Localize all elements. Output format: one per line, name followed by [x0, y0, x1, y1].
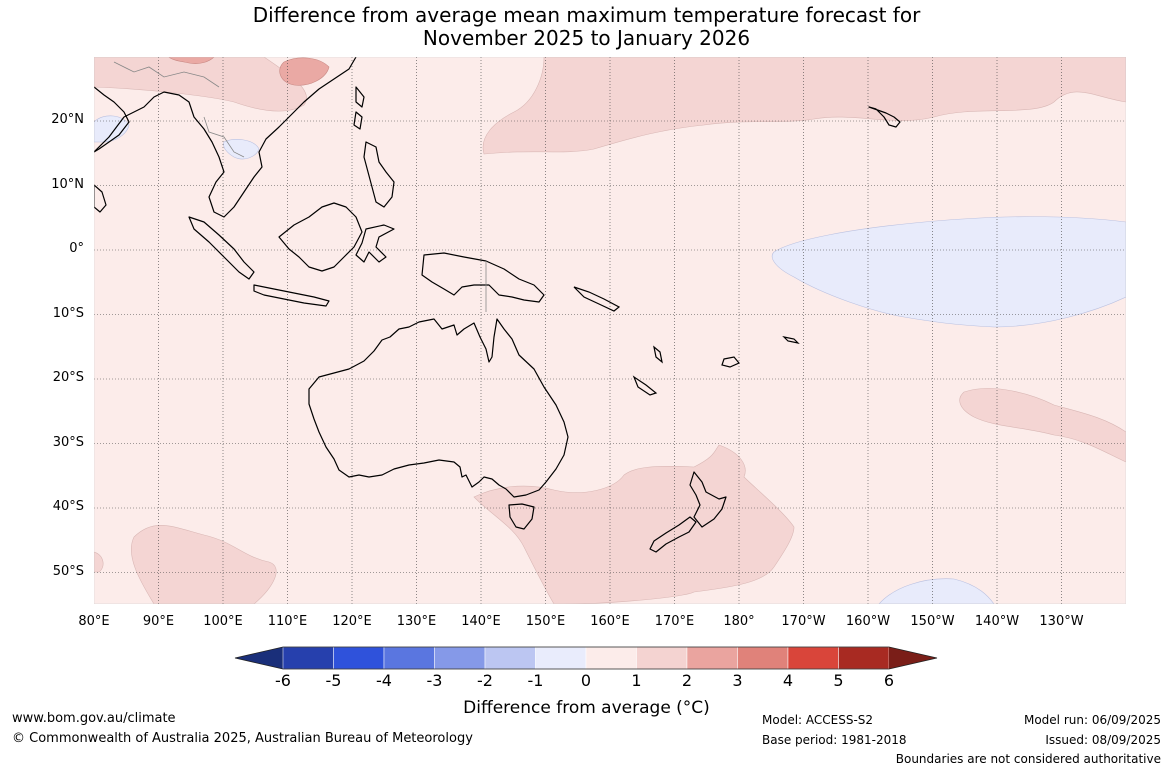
anomaly-neg1-to-0-areas	[94, 115, 1126, 604]
vanuatu-coastline	[653, 345, 663, 364]
colorbar-segment	[434, 646, 486, 670]
india-coastline	[94, 86, 130, 153]
lon-label: 160°W	[845, 614, 891, 629]
new-zealand-north-coastline	[689, 471, 727, 528]
lat-label: 30°S	[52, 435, 84, 450]
borneo-coastline	[278, 202, 363, 272]
philippines-coastline	[363, 141, 395, 208]
lat-label: 10°S	[52, 306, 84, 321]
new-guinea-coastline	[421, 252, 545, 303]
colorbar-segment	[383, 646, 435, 670]
colorbar-tick: -5	[325, 671, 342, 690]
colorbar-segment	[484, 646, 536, 670]
tasmania-coastline	[508, 503, 535, 530]
lon-label: 110°E	[267, 614, 308, 629]
graticule	[94, 57, 1126, 604]
fiji-coastline	[721, 356, 740, 368]
colorbar-arrow-low	[235, 647, 283, 669]
forecast-map	[94, 57, 1126, 604]
colorbar-tick: 0	[580, 671, 592, 690]
colorbar-segment	[585, 646, 637, 670]
new-zealand-south-coastline	[649, 516, 697, 553]
lon-label: 150°E	[525, 614, 566, 629]
lon-label: 160°E	[590, 614, 630, 629]
colorbar-segment	[535, 646, 587, 670]
lat-label: 0°	[69, 241, 84, 256]
java-coastline	[253, 284, 330, 307]
hawaii-coastline	[868, 106, 901, 128]
lon-label: 170°E	[654, 614, 695, 629]
lon-label: 140°W	[974, 614, 1020, 629]
lon-label: 140°E	[461, 614, 501, 629]
colorbar-outline	[234, 646, 938, 670]
colorbar-tick: -1	[527, 671, 544, 690]
lon-label: 130°E	[396, 614, 437, 629]
colorbar-tick: 3	[732, 671, 743, 690]
anomaly-1-to-2-areas	[94, 57, 1126, 604]
colorbar-tick: 2	[681, 671, 693, 690]
sri-lanka-coastline	[94, 184, 107, 213]
lat-label: 40°S	[52, 499, 84, 514]
colorbar-tick: -2	[477, 671, 493, 690]
footer-disclaimer: Boundaries are not considered authoritat…	[895, 752, 1161, 766]
colorbar-tick: 5	[833, 671, 844, 690]
japan-coastline	[355, 86, 365, 108]
colorbar-arrow-high	[889, 647, 937, 669]
title-line-1: Difference from average mean maximum tem…	[252, 3, 921, 27]
lon-label: 180°	[723, 614, 755, 629]
footer-model-run: Model run: 06/09/2025	[1023, 713, 1161, 727]
colorbar-tick: 4	[782, 671, 794, 690]
lon-label: 130°W	[1039, 614, 1084, 629]
lon-label: 80°E	[78, 614, 110, 629]
footer-url: www.bom.gov.au/climate	[12, 711, 176, 726]
sulawesi-coastline	[355, 224, 395, 263]
lat-label: 10°N	[51, 177, 84, 192]
lat-label: 50°S	[52, 564, 84, 579]
footer-model: Model: ACCESS-S2	[762, 713, 874, 727]
colorbar-tick: -6	[275, 671, 291, 690]
chart-title: Difference from average mean maximum tem…	[0, 4, 1173, 50]
colorbar-label: Difference from average (°C)	[463, 698, 710, 718]
lon-label: 90°E	[142, 614, 175, 629]
lat-label: 20°S	[52, 370, 84, 385]
pacific-islands	[573, 286, 800, 396]
colorbar-segment	[333, 646, 385, 670]
sumatra-coastline	[188, 216, 255, 280]
footer-base-period: Base period: 1981-2018	[762, 733, 907, 747]
footer-copyright: © Commonwealth of Australia 2025, Austra…	[12, 731, 473, 746]
colorbar-segment	[636, 646, 688, 670]
australia-coastline	[308, 318, 569, 498]
lon-label: 100°E	[203, 614, 243, 629]
colorbar-tick: 1	[631, 671, 642, 690]
colorbar-tick: -4	[376, 671, 392, 690]
lon-label: 120°E	[332, 614, 372, 629]
footer-issued: Issued: 08/09/2025	[1045, 733, 1161, 747]
colorbar-segment	[686, 646, 738, 670]
colorbar-segment	[282, 646, 334, 670]
country-borders	[113, 61, 487, 312]
coastlines	[94, 57, 901, 553]
samoa-coastline	[782, 336, 800, 344]
colorbar-segment	[737, 646, 789, 670]
mainland-asia-coastline	[94, 57, 357, 218]
anomaly-2-to-3-areas	[168, 57, 330, 86]
lon-label: 170°W	[781, 614, 826, 629]
title-line-2: November 2025 to January 2026	[422, 26, 751, 50]
taiwan-coastline	[353, 111, 363, 130]
colorbar-tick: -3	[426, 671, 443, 690]
colorbar-segment	[838, 646, 890, 670]
solomon-islands-coastline	[573, 286, 621, 312]
colorbar-segment	[787, 646, 839, 670]
colorbar-tick: 6	[883, 671, 895, 690]
lon-label: 150°W	[910, 614, 955, 629]
new-caledonia-coastline	[632, 375, 658, 396]
lat-label: 20°N	[51, 112, 84, 127]
